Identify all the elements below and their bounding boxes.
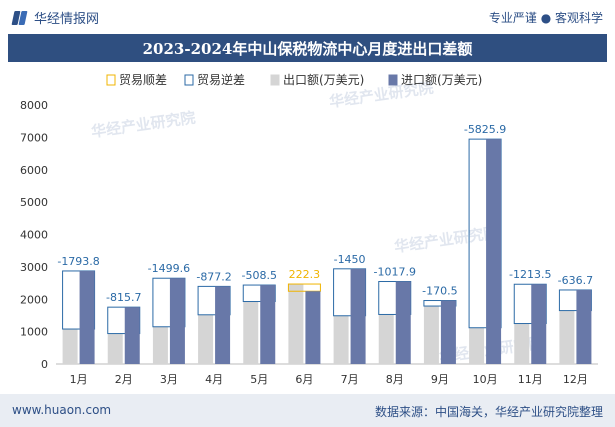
export-bar — [243, 301, 259, 364]
y-tick-label: 3000 — [20, 261, 48, 274]
export-bar — [423, 306, 439, 364]
slogan: 专业严谨 ● 客观科学 — [488, 11, 603, 25]
x-tick-label: 3月 — [160, 373, 178, 386]
x-tick-label: 4月 — [205, 373, 223, 386]
footer: www.huaon.com 数据来源：中国海关，华经产业研究院整理 — [0, 394, 615, 427]
export-bar — [333, 315, 349, 364]
import-bar — [260, 285, 276, 364]
x-tick-label: 10月 — [473, 373, 498, 386]
y-tick-label: 7000 — [20, 131, 48, 144]
watermark-2: 华经产业研究院 — [393, 224, 499, 256]
legend-label-1: 贸易顺差 — [119, 73, 167, 87]
balance-label: -877.2 — [196, 270, 231, 283]
brand: 华经情报网 — [11, 8, 100, 27]
data-source: 数据来源：中国海关，华经产业研究院整理 — [374, 405, 603, 419]
x-tick-label: 9月 — [431, 373, 449, 386]
export-bar — [469, 327, 485, 364]
import-bar — [215, 286, 231, 364]
huajing-logo-icon — [11, 10, 28, 26]
y-tick-label: 5000 — [20, 196, 48, 209]
y-tick-label: 0 — [41, 358, 48, 371]
x-tick-label: 5月 — [250, 373, 268, 386]
x-tick-label: 11月 — [518, 373, 543, 386]
balance-label: 222.3 — [289, 268, 321, 281]
balance-label: -1017.9 — [374, 266, 416, 279]
export-bar — [62, 329, 78, 364]
site-url: www.huaon.com — [12, 403, 112, 417]
balance-label: -636.7 — [558, 274, 593, 287]
x-tick-label: 12月 — [563, 373, 588, 386]
top-bar: 华经情报网 专业严谨 ● 客观科学 — [0, 0, 615, 34]
import-bar — [486, 139, 502, 364]
balance-label: -1450 — [334, 253, 366, 266]
y-tick-label: 1000 — [20, 326, 48, 339]
watermark-0: 华经产业研究院 — [90, 109, 196, 141]
legend-label-3: 出口额(万美元) — [283, 73, 364, 87]
surplus-box — [287, 283, 321, 292]
chart-area: 华经产业研究院华经产业研究院华经产业研究院华经产业研究院010002000300… — [20, 72, 598, 386]
balance-label: -170.5 — [422, 285, 457, 298]
legend-label-2: 贸易逆差 — [197, 72, 245, 87]
legend-swatch-4 — [388, 74, 398, 86]
x-tick-label: 8月 — [386, 373, 404, 386]
x-tick-label: 1月 — [70, 373, 88, 386]
x-tick-label: 2月 — [115, 373, 133, 386]
legend-swatch-2 — [184, 74, 194, 86]
import-bar — [169, 278, 185, 364]
legend-swatch-3 — [270, 74, 280, 86]
import-bar — [531, 284, 547, 364]
export-bar — [559, 310, 575, 364]
export-bar — [152, 326, 168, 364]
y-tick-label: 8000 — [20, 99, 48, 112]
import-bar — [440, 300, 456, 364]
balance-label: -1499.6 — [148, 262, 190, 275]
legend-label-4: 进口额(万美元) — [401, 73, 482, 87]
x-tick-label: 7月 — [341, 373, 359, 386]
chart-title: 2023-2024年中山保税物流中心月度进出口差额 — [142, 39, 473, 58]
export-bar — [107, 333, 123, 364]
balance-label: -508.5 — [242, 269, 277, 282]
export-bar — [288, 284, 304, 364]
x-tick-label: 6月 — [295, 373, 313, 386]
export-bar — [378, 314, 394, 364]
legend-swatch-1 — [106, 74, 116, 86]
brand-name: 华经情报网 — [34, 12, 100, 27]
export-bar — [198, 314, 214, 364]
y-tick-label: 2000 — [20, 293, 48, 306]
import-bar — [576, 289, 592, 364]
title-bar: 2023-2024年中山保税物流中心月度进出口差额 — [8, 34, 607, 62]
import-bar — [305, 291, 321, 364]
y-tick-label: 4000 — [20, 229, 48, 242]
import-bar — [350, 268, 366, 364]
import-bar — [395, 281, 411, 364]
balance-label: -1213.5 — [509, 268, 551, 281]
balance-label: -815.7 — [106, 291, 141, 304]
import-bar — [124, 307, 140, 364]
export-bar — [514, 323, 530, 364]
balance-label: -1793.8 — [57, 255, 99, 268]
import-bar — [79, 270, 95, 364]
balance-label: -5825.9 — [464, 123, 506, 136]
y-tick-label: 6000 — [20, 164, 48, 177]
